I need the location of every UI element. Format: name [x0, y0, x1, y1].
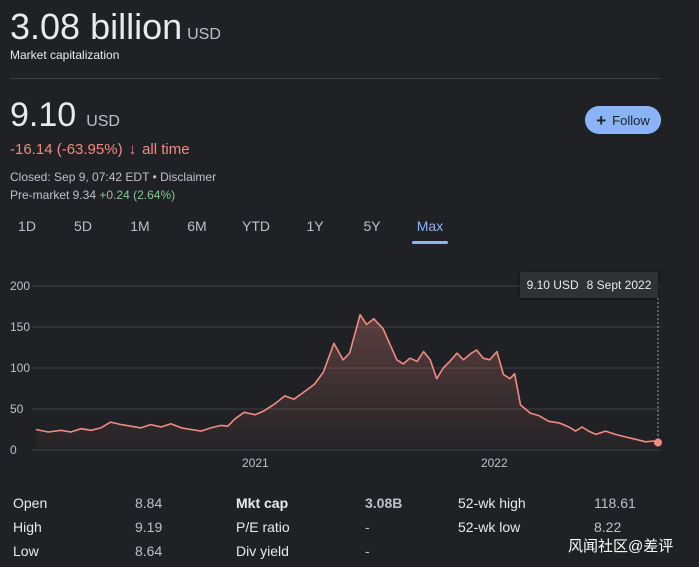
y-tick-label: 150 — [10, 320, 30, 334]
premarket-price: Pre-market 9.34 — [10, 188, 97, 202]
tab-1m[interactable]: 1M — [130, 218, 150, 234]
change-period: all time — [142, 141, 190, 158]
watermark: 风闻社区@差评 — [568, 538, 674, 555]
stat-label-pe-ratio: P/E ratio — [236, 519, 290, 535]
data-point — [654, 438, 662, 447]
premarket-line: Pre-market 9.34 +0.24 (2.64%) — [10, 188, 175, 202]
tab-1y[interactable]: 1Y — [306, 218, 324, 234]
tab-ytd[interactable]: YTD — [242, 218, 270, 234]
market-cap-heading: 3.08 billion USD — [10, 6, 221, 48]
stock-price: 9.10 — [10, 96, 77, 134]
tooltip-date: 8 Sept 2022 — [586, 278, 652, 292]
tab-1d[interactable]: 1D — [18, 218, 36, 234]
stat-value-52wk-high: 118.61 — [594, 495, 636, 511]
market-cap-currency: USD — [187, 26, 221, 43]
change-value: -16.14 (-63.95%) — [10, 141, 123, 158]
y-tick-label: 50 — [10, 402, 24, 416]
y-tick-label: 0 — [10, 443, 17, 457]
x-tick-label: 2021 — [242, 456, 269, 470]
active-tab-indicator — [412, 241, 448, 244]
stats-row: Low 8.64 Div yield - — [0, 543, 699, 563]
tab-max[interactable]: Max — [416, 218, 444, 234]
area-fill — [36, 314, 658, 450]
price-currency: USD — [86, 113, 120, 130]
market-cap-label: Market capitalization — [10, 48, 120, 62]
stat-value-52wk-low: 8.22 — [594, 519, 622, 535]
y-tick-label: 200 — [10, 279, 30, 293]
chart-tooltip: 9.10 USD 8 Sept 2022 — [520, 272, 658, 298]
stat-value-pe-ratio: - — [365, 519, 370, 535]
tab-6m[interactable]: 6M — [187, 218, 207, 234]
stat-value-high: 9.19 — [135, 519, 163, 535]
price-row: 9.10 USD — [10, 96, 120, 135]
tab-5y[interactable]: 5Y — [363, 218, 381, 234]
stat-label-div-yield: Div yield — [236, 543, 289, 559]
tab-5d[interactable]: 5D — [74, 218, 92, 234]
stat-label-open: Open — [13, 495, 48, 511]
y-tick-label: 100 — [10, 361, 30, 375]
premarket-change: +0.24 (2.64%) — [99, 188, 176, 202]
stat-value-open: 8.84 — [135, 495, 163, 511]
range-tabs: 1D 5D 1M 6M YTD 1Y 5Y Max — [0, 218, 460, 244]
series-line — [35, 313, 659, 444]
stats-row: Open 8.84 Mkt cap 3.08B 52-wk high 118.6… — [0, 495, 699, 515]
x-tick-label: 2022 — [481, 456, 508, 470]
divider — [10, 78, 661, 79]
price-change: -16.14 (-63.95%) ↓ all time — [10, 141, 190, 158]
stat-label-mkt-cap: Mkt cap — [236, 495, 289, 511]
follow-label: Follow — [612, 112, 650, 128]
closed-status: Closed: Sep 9, 07:42 EDT • Disclaimer — [10, 170, 217, 184]
stat-value-mkt-cap: 3.08B — [365, 495, 403, 511]
stat-label-52wk-low: 52-wk low — [458, 519, 521, 535]
stat-label-high: High — [13, 519, 42, 535]
stat-value-low: 8.64 — [135, 543, 163, 559]
stats-row: High 9.19 P/E ratio - 52-wk low 8.22 — [0, 519, 699, 539]
follow-button[interactable]: + Follow — [585, 106, 661, 134]
market-cap-value: 3.08 billion — [10, 6, 183, 47]
down-arrow-icon: ↓ — [128, 141, 137, 158]
stat-label-52wk-high: 52-wk high — [458, 495, 526, 511]
tooltip-price: 9.10 USD — [526, 278, 579, 292]
plus-icon: + — [596, 110, 607, 130]
stat-value-div-yield: - — [365, 543, 370, 559]
stat-label-low: Low — [13, 543, 39, 559]
